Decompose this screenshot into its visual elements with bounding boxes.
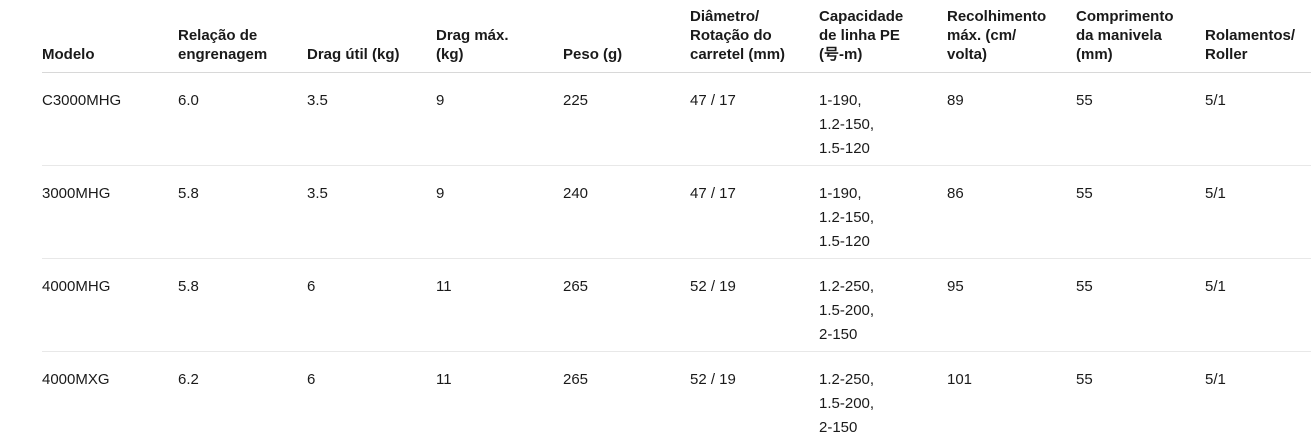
cell-drag-max: 9: [436, 72, 563, 166]
cell-recolhimento: 101: [947, 371, 973, 388]
column-header-diametro-rotacao: Diâmetro/ Rotação do carretel (mm): [690, 0, 819, 73]
table-row-4000mxg: 4000MXG 6.2 6 11 265 52 / 19 1.2-250, 1.…: [42, 352, 1311, 445]
column-header-rolamentos-roller: Rolamentos/ Roller: [1205, 0, 1311, 73]
cell-drag-util: 6: [307, 258, 436, 352]
cell-drag-util: 6: [307, 371, 316, 388]
cell-peso: 240: [563, 165, 690, 259]
table-row-c3000mhg: C3000MHG 6.0 3.5 9 225 47 / 17 1-190, 1.…: [42, 72, 1311, 166]
cell-rolamentos: 5/1: [1205, 258, 1311, 352]
cell-diametro-rotacao: 52 / 19: [690, 258, 819, 352]
cell-comprimento-manivela: 55: [1076, 371, 1093, 388]
cell-model: C3000MHG: [42, 72, 178, 166]
cell-comprimento-manivela: 55: [1076, 72, 1205, 166]
cell-capacidade-pe: 1-190, 1.2-150, 1.5-120: [819, 72, 947, 166]
cell-gear-ratio: 6.0: [178, 72, 307, 166]
column-header-capacidade-linha-pe: Capacidade de linha PE (号-m): [819, 0, 947, 73]
cell-gear-ratio: 5.8: [178, 258, 307, 352]
cell-gear-ratio: 5.8: [178, 165, 307, 259]
cell-gear-ratio: 6.2: [178, 371, 199, 388]
cell-diametro-rotacao: 47 / 17: [690, 72, 819, 166]
cell-rolamentos: 5/1: [1205, 72, 1311, 166]
cell-peso: 225: [563, 72, 690, 166]
cell-peso: 265: [563, 258, 690, 352]
cell-peso: 265: [563, 371, 589, 388]
cell-diametro-rotacao: 47 / 17: [690, 165, 819, 259]
cell-drag-util: 3.5: [307, 165, 436, 259]
cell-model: 4000MHG: [42, 258, 178, 352]
cell-recolhimento: 89: [947, 72, 1076, 166]
column-header-comprimento-manivela: Comprimento da manivela (mm): [1076, 0, 1205, 73]
cell-rolamentos: 5/1: [1205, 371, 1226, 388]
column-header-recolhimento-max: Recolhimento máx. (cm/ volta): [947, 0, 1076, 73]
cell-drag-util: 3.5: [307, 72, 436, 166]
cell-drag-max: 9: [436, 165, 563, 259]
column-header-drag-max: Drag máx. (kg): [436, 0, 563, 73]
cell-comprimento-manivela: 55: [1076, 165, 1205, 259]
cell-drag-max: 11: [436, 258, 563, 352]
table-header-row: Modelo Relação de engrenagem Drag útil (…: [42, 0, 1311, 73]
column-header-drag-util: Drag útil (kg): [307, 0, 436, 73]
table-row-4000mhg: 4000MHG 5.8 6 11 265 52 / 19 1.2-250, 1.…: [42, 258, 1311, 352]
cell-recolhimento: 95: [947, 258, 1076, 352]
cell-capacidade-pe: 1.2-250, 1.5-200, 2-150: [819, 258, 947, 352]
column-header-relacao-engrenagem: Relação de engrenagem: [178, 0, 307, 73]
cell-diametro-rotacao: 52 / 19: [690, 371, 736, 388]
cell-capacidade-pe: 1-190, 1.2-150, 1.5-120: [819, 165, 947, 259]
column-header-peso: Peso (g): [563, 0, 690, 73]
table-row-3000mhg: 3000MHG 5.8 3.5 9 240 47 / 17 1-190, 1.2…: [42, 165, 1311, 259]
cell-rolamentos: 5/1: [1205, 165, 1311, 259]
cell-capacidade-pe: 1.2-250, 1.5-200, 2-150: [819, 371, 875, 436]
cell-comprimento-manivela: 55: [1076, 258, 1205, 352]
cell-drag-max: 11: [436, 371, 452, 388]
cell-model: 3000MHG: [42, 165, 178, 259]
column-header-modelo: Modelo: [42, 0, 178, 73]
cell-recolhimento: 86: [947, 165, 1076, 259]
cell-model: 4000MXG: [42, 371, 110, 388]
reel-specs-table: Modelo Relação de engrenagem Drag útil (…: [42, 0, 1311, 444]
